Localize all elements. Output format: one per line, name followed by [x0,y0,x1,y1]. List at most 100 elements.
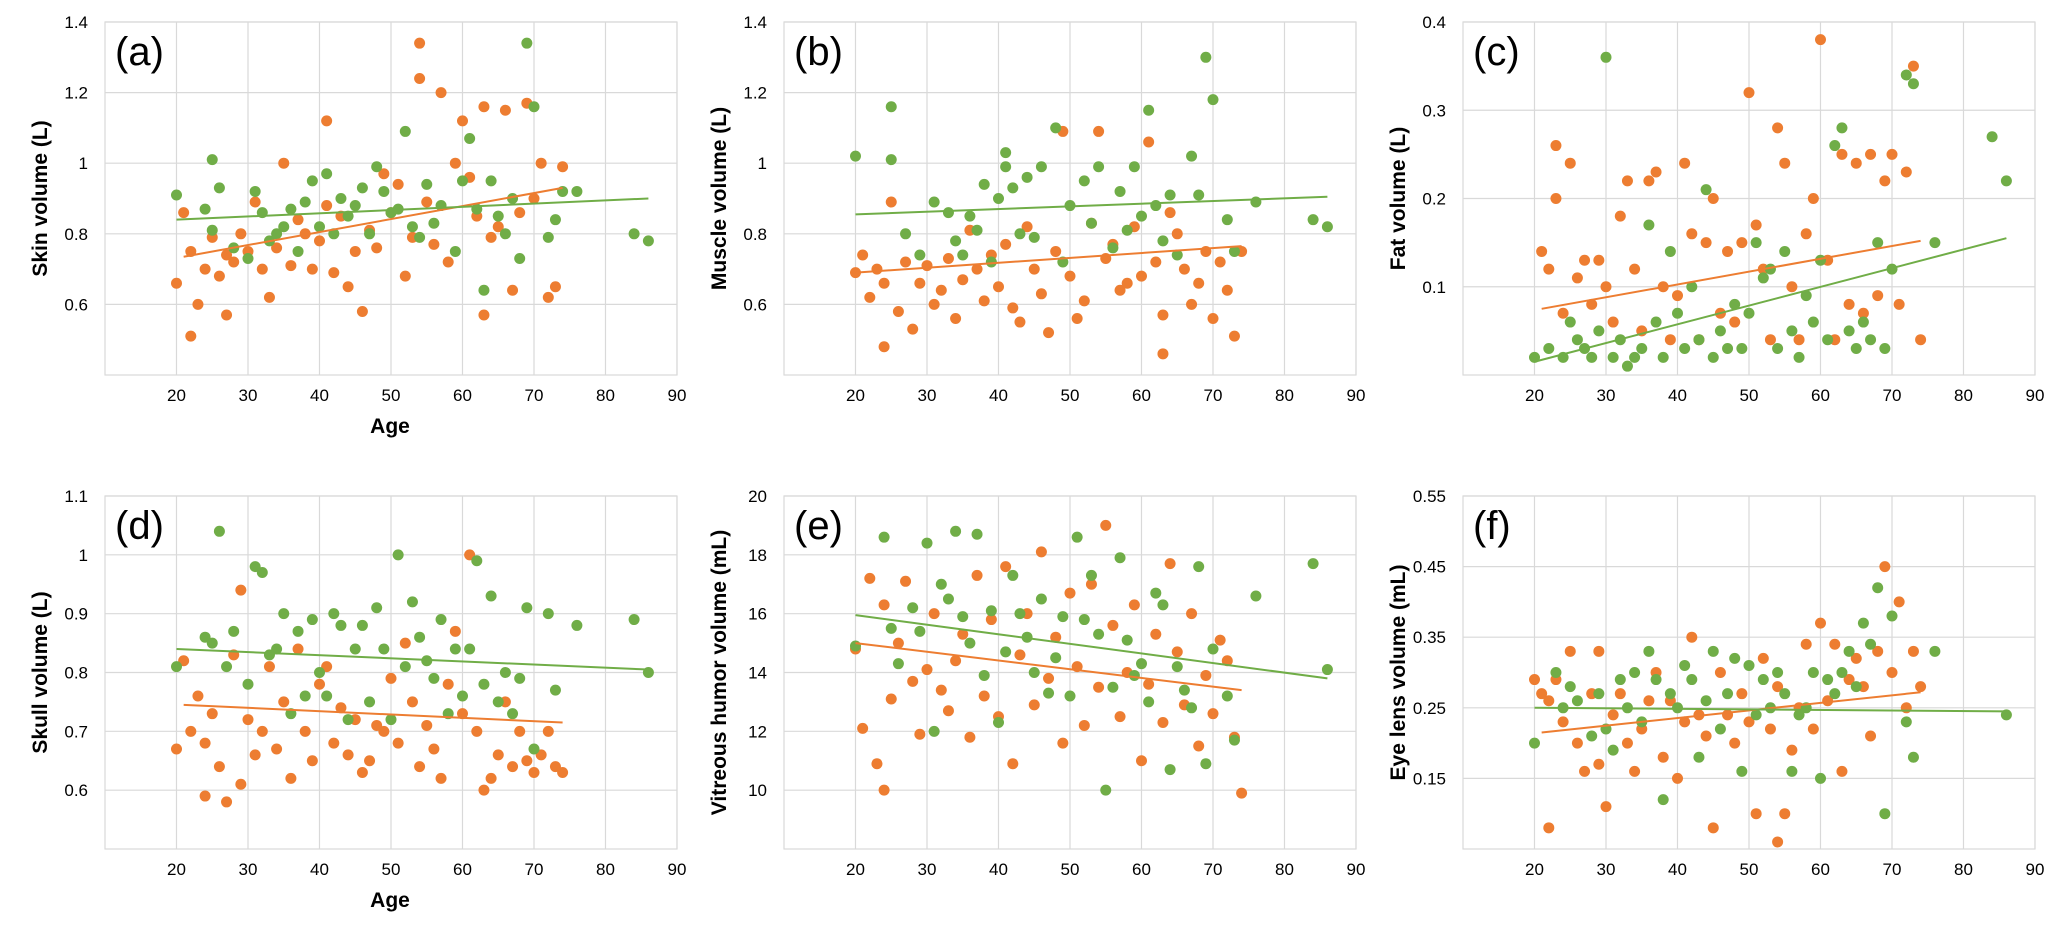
y-tick-label: 18 [748,546,767,565]
data-point-green [1035,593,1047,605]
data-point-orange [1915,334,1927,346]
data-point-green [978,178,990,190]
data-point-green [514,672,526,684]
data-point-green [321,690,333,702]
data-point-green [335,193,347,204]
data-point-orange [235,584,247,596]
y-tick-label: 0.6 [743,295,767,314]
x-tick-label: 70 [1883,386,1902,405]
data-point-orange [306,263,318,275]
data-point-orange [299,725,311,737]
data-point-green [1829,688,1841,700]
data-point-green [1143,104,1155,116]
trendline-orange [855,245,1242,274]
data-point-orange [228,256,240,268]
data-point-green [950,525,962,537]
data-point-orange [1772,836,1784,848]
data-point-green [1028,667,1040,678]
data-point-green [885,101,897,113]
data-point-orange [1757,652,1769,664]
data-point-green [507,708,519,720]
data-point-orange [1893,298,1905,310]
data-point-orange [478,309,490,321]
data-point-green [1779,245,1791,257]
panel-label: (a) [115,30,164,74]
data-point-green [1929,237,1941,249]
data-point-green [1228,734,1240,746]
chart-panel-d: 20 30 40 50 60 70 80 90 0.6 0.7 0.8 0.9 1 1.1 Skull vo… [29,487,686,912]
data-point-orange [1764,334,1776,346]
data-point-orange [1085,578,1097,590]
data-point-orange [414,761,426,773]
data-point-orange [1722,245,1734,257]
data-point-green [1843,325,1855,337]
data-point-orange [521,755,533,767]
data-point-orange [1143,678,1155,690]
data-point-orange [900,256,912,268]
data-point-orange [485,772,497,784]
data-point-green [1564,681,1576,693]
data-point-green [964,210,976,222]
data-point-orange [213,270,225,282]
data-point-orange [1221,284,1233,296]
data-point-orange [514,207,526,219]
data-point-green [907,602,919,614]
data-point-green [171,661,182,673]
data-point-green [1636,343,1648,355]
data-point-green [1779,688,1791,700]
data-point-orange [1700,730,1712,742]
data-point-green [1543,343,1555,355]
data-point-green [628,228,640,240]
data-point-orange [1193,277,1205,289]
x-tick-label: 50 [1061,386,1080,405]
data-point-green [1800,290,1812,302]
data-point-orange [342,281,354,293]
trendline-orange [1541,691,1921,734]
data-point-orange [199,790,211,802]
data-point-green [342,210,354,222]
data-point-orange [549,281,561,293]
x-tick-label: 30 [239,386,258,405]
data-point-green [1743,659,1755,671]
data-point-orange [1114,711,1126,723]
data-point-green [256,566,268,578]
data-point-orange [1236,787,1248,799]
data-point-orange [1157,309,1169,321]
trendline-orange [855,642,1242,692]
data-point-green [1750,237,1762,249]
data-point-orange [171,743,182,755]
data-point-orange [1779,808,1791,820]
data-point-orange [1714,667,1726,678]
x-tick-label: 40 [1668,860,1687,879]
data-point-orange [957,628,969,640]
data-point-orange [864,572,876,584]
data-point-green [242,253,254,265]
x-tick-label: 60 [1811,860,1830,879]
data-point-green [1857,316,1869,328]
data-point-green [464,643,476,655]
data-point-green [1093,628,1105,640]
data-point-green [1178,684,1190,696]
data-point-orange [857,249,869,261]
data-point-orange [1128,599,1140,611]
data-point-green [1000,161,1012,173]
data-point-orange [1643,695,1655,707]
data-point-green [1250,196,1262,208]
data-point-orange [1093,125,1105,137]
data-point-orange [885,196,897,208]
data-point-green [971,528,983,540]
data-point-green [1650,316,1662,328]
data-point-orange [213,761,225,773]
data-point-green [1872,582,1884,594]
data-point-orange [1035,546,1047,558]
data-point-orange [1843,298,1855,310]
data-point-orange [449,157,461,169]
x-tick-label: 60 [1811,386,1830,405]
data-point-green [1786,765,1798,777]
data-point-orange [256,263,268,275]
data-point-orange [1136,755,1147,767]
data-point-green [299,196,311,208]
data-point-orange [385,672,397,684]
data-point-green [1772,667,1784,678]
x-tick-label: 50 [382,386,401,405]
